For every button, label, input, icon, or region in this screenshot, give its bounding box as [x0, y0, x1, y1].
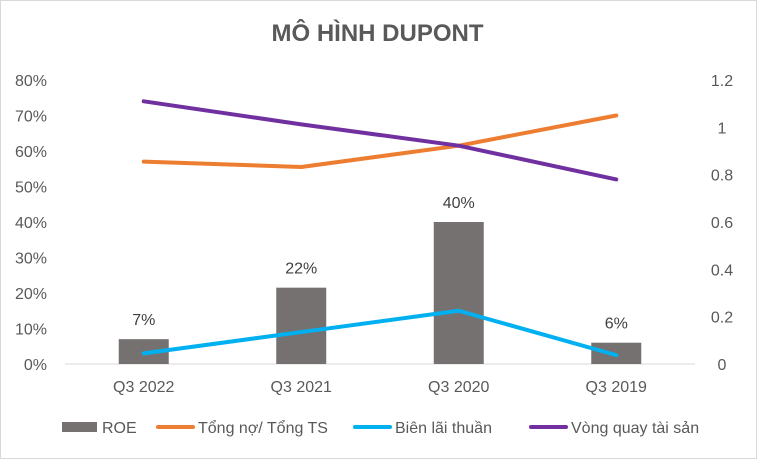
x-tick-label: Q3 2019: [586, 379, 647, 396]
right-tick-label: 0.4: [711, 262, 733, 279]
left-tick-label: 80%: [15, 73, 47, 90]
bar: [276, 287, 327, 364]
series-line: [141, 99, 619, 182]
legend-label: ROE: [102, 420, 137, 437]
left-tick-label: 50%: [15, 180, 47, 197]
legend: ROE Tổng nợ/ Tổng TS Biên lãi thuần Vòng qu…: [62, 419, 699, 437]
series-line: [141, 308, 619, 358]
data-label: 40%: [443, 195, 475, 212]
legend-label: Vòng quay tài sản: [571, 420, 699, 437]
left-tick-label: 30%: [15, 251, 47, 268]
right-tick-label: 0: [718, 357, 727, 374]
legend-label: Biên lãi thuần: [395, 420, 492, 437]
right-tick-label: 0.2: [711, 310, 733, 327]
chart-title: MÔ HÌNH DUPONT: [271, 20, 484, 47]
legend-label: Tổng nợ/ Tổng TS: [198, 419, 328, 437]
x-tick-label: Q3 2021: [271, 379, 332, 396]
bar: [433, 222, 484, 364]
right-tick-label: 0.8: [711, 168, 733, 185]
x-tick-label: Q3 2020: [428, 379, 489, 396]
right-tick-label: 1: [718, 120, 727, 137]
left-tick-label: 60%: [15, 144, 47, 161]
left-tick-label: 70%: [15, 109, 47, 126]
data-label: 7%: [132, 312, 155, 329]
left-axis: 0% 10% 20% 30% 40% 50% 60% 70% 80%: [15, 73, 47, 374]
data-labels: 7% 22% 40% 6%: [132, 195, 628, 333]
left-tick-label: 10%: [15, 322, 47, 339]
x-axis: Q3 2022 Q3 2021 Q3 2020 Q3 2019: [113, 379, 647, 396]
data-label: 22%: [285, 261, 317, 278]
series-line: [141, 113, 619, 169]
left-tick-label: 20%: [15, 286, 47, 303]
bar-series-roe: [118, 222, 642, 364]
right-tick-label: 1.2: [711, 73, 733, 90]
left-tick-label: 40%: [15, 215, 47, 232]
data-label: 6%: [605, 316, 628, 333]
x-tick-label: Q3 2022: [113, 379, 174, 396]
right-tick-label: 0.6: [711, 215, 733, 232]
legend-swatch: [62, 422, 97, 432]
line-series: [141, 99, 619, 358]
left-tick-label: 0%: [24, 357, 47, 374]
right-axis: 0 0.2 0.4 0.6 0.8 1 1.2: [711, 73, 733, 374]
